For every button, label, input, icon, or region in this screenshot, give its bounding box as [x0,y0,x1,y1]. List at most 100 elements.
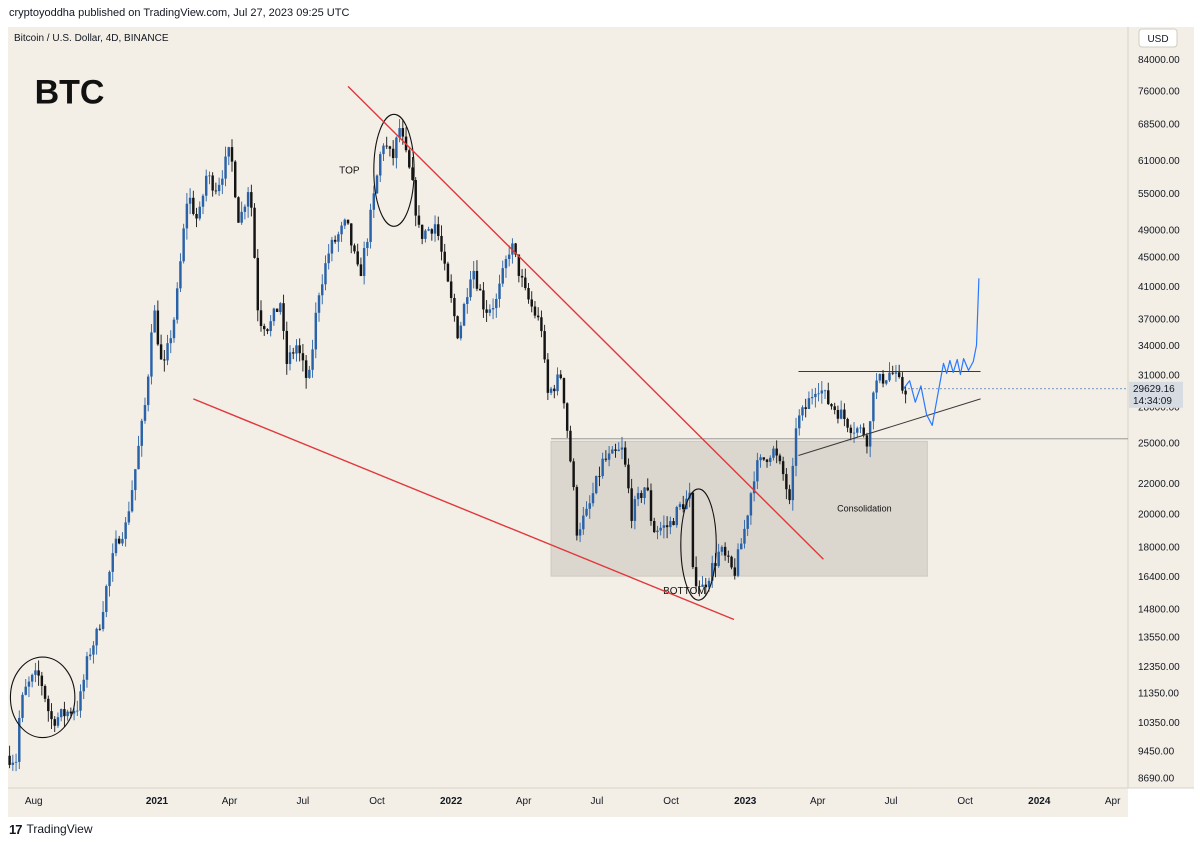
candle-body [401,128,405,137]
candle-body [124,522,127,539]
candle [520,269,524,288]
candle [414,177,417,227]
y-tick-label: 49000.00 [1138,226,1180,237]
x-tick-label: Apr [516,796,532,807]
candle-body [888,372,891,381]
candle-body [34,670,37,675]
candle [366,238,369,257]
candle [114,530,118,557]
candle-body [369,209,372,242]
candle [868,420,872,458]
candle-body [901,376,904,391]
btc-chart[interactable]: Bitcoin / U.S. Dollar, 4D, BINANCE USD 840… [8,27,1194,817]
candle-body [852,432,856,434]
y-tick-label: 68500.00 [1138,119,1180,130]
candle-body [868,421,872,447]
y-tick-label: 31000.00 [1138,370,1180,381]
candle-body [153,310,156,333]
x-tick-label: Apr [810,796,826,807]
footer: 17 TradingView [9,820,93,838]
candle [301,343,305,372]
candle [640,490,643,503]
candle-body [79,691,82,711]
candle [778,453,782,465]
candle-body [230,147,234,162]
candle [159,334,163,360]
candle-body [830,404,833,407]
candle [337,231,340,252]
candle [59,708,63,722]
candle-body [604,458,608,460]
candle [34,662,37,683]
candle [11,754,15,771]
candle-body [482,290,485,310]
candle-body [736,549,740,576]
candle-body [317,295,321,313]
candle-body [375,175,379,194]
candle-body [282,303,285,331]
candle-body [788,489,791,501]
candle-body [285,330,289,364]
chart-panel[interactable]: Bitcoin / U.S. Dollar, 4D, BINANCE USD 840… [8,27,1194,817]
candle [472,261,475,289]
candle [43,684,47,703]
candle-body [614,449,617,451]
candle-body [92,645,95,655]
candle-body [807,398,811,409]
candle [82,674,85,700]
candle [582,506,585,535]
y-tick-label: 34000.00 [1138,341,1180,352]
candle [656,525,659,540]
candle [836,405,840,424]
candle-body [256,257,260,311]
candle [785,468,788,500]
candle [614,443,617,458]
candle [63,701,66,727]
candle-body [30,674,34,682]
y-tick-label: 20000.00 [1138,509,1180,520]
candle-body [620,447,624,450]
candle-body [195,213,198,219]
candle [810,388,814,405]
candle [14,753,18,772]
candle-body [350,223,353,246]
candle-body [204,175,208,196]
candle-body [627,464,630,489]
x-tick-label: Jul [296,796,309,807]
candle [740,538,743,550]
candle [565,402,569,438]
candle [562,377,566,409]
candle [839,400,843,420]
candle-body [134,469,137,491]
candle-body [643,487,646,498]
candle [901,372,904,394]
candle-body [324,263,327,285]
candle-body [527,288,530,300]
candle [514,242,517,258]
candle [98,624,102,631]
candle [295,339,298,362]
candle-body [723,546,727,556]
candle-body [101,611,105,630]
candle-body [88,654,92,657]
candle-body [156,310,160,345]
candle [607,446,611,467]
candle-body [691,492,695,568]
candle-body [117,538,121,544]
candle-body [314,312,318,350]
candle-body [356,251,359,265]
candle-body [669,521,672,528]
candle-body [304,360,308,378]
candle-body [40,675,44,687]
candle [553,384,556,399]
candle-body [172,319,176,339]
candle [772,445,775,461]
candle-body [353,245,356,252]
candle [298,338,301,362]
candle-body [878,374,882,381]
candle-body [237,197,240,223]
candle-body [881,374,885,384]
candle-body [540,317,543,332]
candle [488,304,492,317]
candle-body [865,435,869,447]
